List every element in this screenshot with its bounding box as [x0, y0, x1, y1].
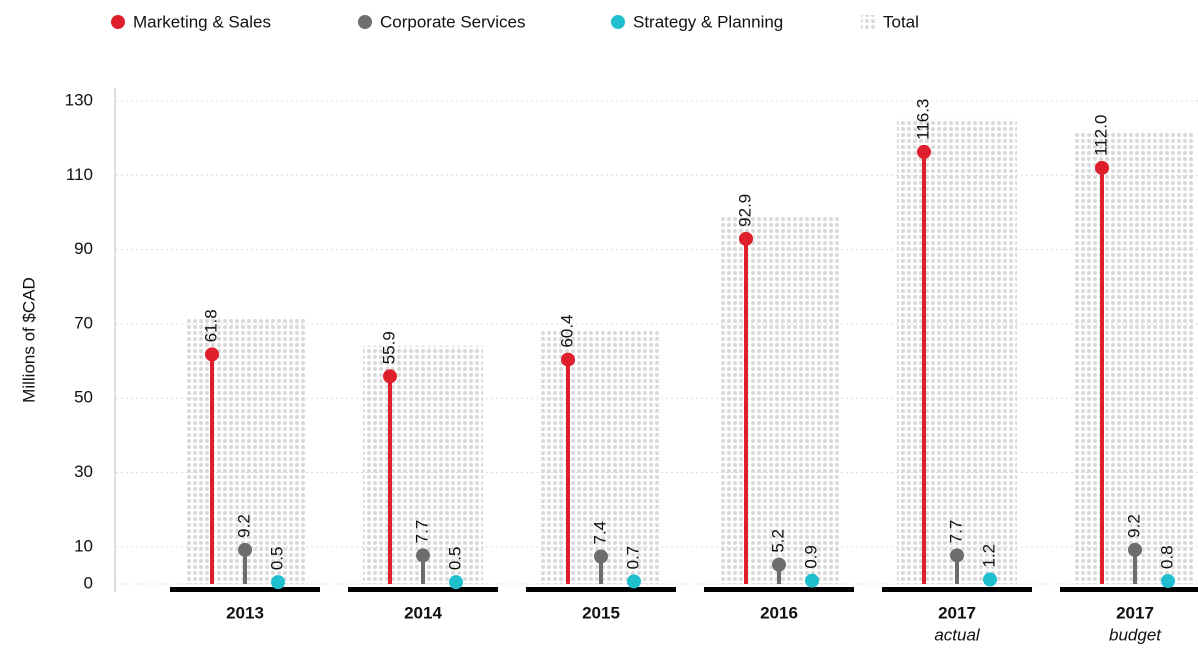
total-column — [719, 216, 839, 584]
x-tick-label: 2016 — [760, 603, 798, 622]
total-column — [1075, 130, 1195, 584]
total-column — [363, 345, 483, 584]
x-tick-sublabel: budget — [1109, 625, 1162, 644]
legend-swatch — [611, 15, 625, 29]
legend-label: Marketing & Sales — [133, 12, 271, 31]
value-label: 7.7 — [946, 520, 965, 544]
marker — [772, 557, 786, 572]
y-tick-label: 110 — [66, 165, 93, 184]
y-tick-label: 130 — [65, 90, 93, 109]
value-label: 60.4 — [557, 314, 576, 347]
marker — [205, 347, 219, 362]
legend-swatch — [111, 15, 125, 29]
y-tick-label: 70 — [74, 313, 93, 332]
x-tick-label: 2014 — [404, 603, 442, 622]
category-baseline — [526, 587, 676, 592]
value-label: 9.2 — [1124, 514, 1143, 538]
category-baseline — [704, 587, 854, 592]
value-label: 116.3 — [913, 99, 932, 140]
marker — [805, 573, 819, 588]
value-label: 61.8 — [201, 309, 220, 342]
legend-swatch — [358, 15, 372, 29]
category-baseline — [882, 587, 1032, 592]
y-tick-label: 30 — [74, 462, 93, 481]
value-label: 7.7 — [412, 520, 431, 544]
value-label: 5.2 — [768, 529, 787, 553]
marker — [449, 575, 463, 590]
value-label: 0.8 — [1157, 545, 1176, 569]
y-tick-label: 50 — [74, 388, 93, 407]
legend-label: Strategy & Planning — [633, 12, 783, 31]
y-tick-label: 90 — [74, 239, 93, 258]
value-label: 112.0 — [1091, 115, 1110, 156]
total-column — [185, 318, 305, 584]
value-label: 0.5 — [445, 547, 464, 571]
marker — [739, 231, 753, 246]
marker — [950, 548, 964, 563]
x-tick-label: 2017 — [1116, 603, 1154, 622]
value-label: 55.9 — [379, 331, 398, 364]
y-axis-title: Millions of $CAD — [19, 277, 38, 403]
marker — [1095, 160, 1109, 175]
marker — [983, 572, 997, 587]
x-tick-sublabel: actual — [934, 625, 981, 644]
marker — [1161, 574, 1175, 589]
marker — [917, 144, 931, 159]
marker — [416, 548, 430, 563]
total-column — [897, 118, 1017, 584]
legend-label: Total — [883, 12, 919, 31]
total-column — [541, 329, 661, 584]
x-tick-label: 2017 — [938, 603, 976, 622]
category-baseline — [348, 587, 498, 592]
value-label: 1.2 — [979, 544, 998, 568]
value-label: 0.7 — [623, 546, 642, 570]
value-label: 0.5 — [267, 547, 286, 571]
y-tick-label: 10 — [74, 536, 93, 555]
x-tick-label: 2015 — [582, 603, 620, 622]
value-label: 0.9 — [801, 545, 820, 569]
y-tick-label: 0 — [84, 573, 93, 592]
marker — [271, 575, 285, 590]
value-label: 92.9 — [735, 194, 754, 227]
category-baseline — [1060, 587, 1198, 592]
marker — [594, 549, 608, 564]
marker — [383, 369, 397, 384]
legend-label: Corporate Services — [380, 12, 526, 31]
legend-swatch — [861, 15, 875, 29]
marker — [1128, 542, 1142, 557]
marker — [561, 352, 575, 367]
marker — [627, 574, 641, 589]
x-tick-label: 2013 — [226, 603, 264, 622]
value-label: 9.2 — [234, 514, 253, 538]
value-label: 7.4 — [590, 521, 609, 545]
category-baseline — [170, 587, 320, 592]
marker — [238, 542, 252, 557]
